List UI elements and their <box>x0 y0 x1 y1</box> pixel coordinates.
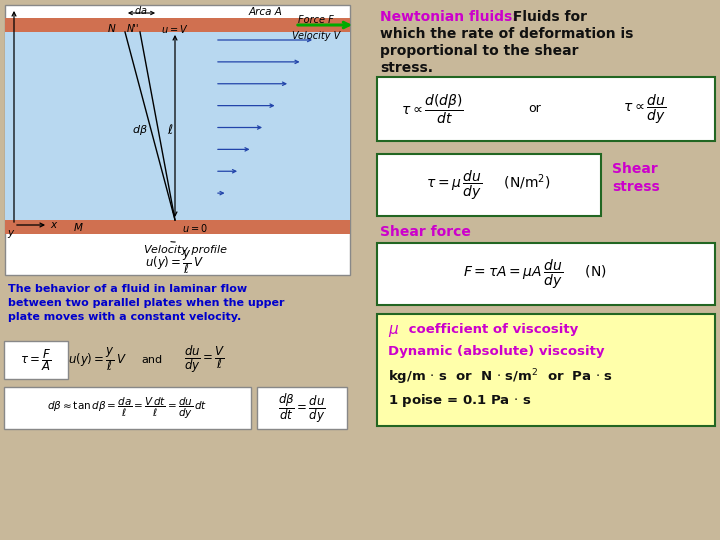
Text: $u = 0$: $u = 0$ <box>182 222 208 234</box>
Bar <box>5 18 350 32</box>
FancyBboxPatch shape <box>4 341 68 379</box>
Text: or: or <box>528 103 541 116</box>
Bar <box>5 32 350 220</box>
Text: 1 poise = 0.1 Pa $\cdot$ s: 1 poise = 0.1 Pa $\cdot$ s <box>388 392 531 409</box>
FancyBboxPatch shape <box>377 154 601 216</box>
Text: $\tau = \dfrac{F}{A}$: $\tau = \dfrac{F}{A}$ <box>20 347 52 373</box>
FancyBboxPatch shape <box>377 77 715 141</box>
Text: $\ell$: $\ell$ <box>167 123 174 137</box>
Text: Velocity V: Velocity V <box>292 31 340 41</box>
Text: Dynamic (absolute) viscosity: Dynamic (absolute) viscosity <box>388 345 605 358</box>
Text: Velocity profile: Velocity profile <box>143 245 227 255</box>
Text: $da$: $da$ <box>134 4 148 16</box>
Text: $\dfrac{d\beta}{dt} = \dfrac{du}{dy}$: $\dfrac{d\beta}{dt} = \dfrac{du}{dy}$ <box>278 391 326 425</box>
Text: N: N <box>108 24 116 34</box>
Text: $d\beta$: $d\beta$ <box>132 123 148 137</box>
Text: Shear
stress: Shear stress <box>612 162 660 194</box>
Text: Arca A: Arca A <box>248 7 282 17</box>
Text: $u(y) = \dfrac{y}{\ell}\, V$: $u(y) = \dfrac{y}{\ell}\, V$ <box>145 249 204 276</box>
FancyBboxPatch shape <box>257 387 347 429</box>
Text: $\dfrac{du}{dy} = \dfrac{V}{\ell}$: $\dfrac{du}{dy} = \dfrac{V}{\ell}$ <box>184 345 226 375</box>
Text: $\tau \propto \dfrac{d(d\beta)}{dt}$: $\tau \propto \dfrac{d(d\beta)}{dt}$ <box>400 92 464 126</box>
Text: $d\beta \approx \tan d\beta = \dfrac{da}{\ell} = \dfrac{V\,dt}{\ell} = \dfrac{du: $d\beta \approx \tan d\beta = \dfrac{da}… <box>47 395 207 421</box>
Text: Force F: Force F <box>298 15 334 25</box>
Text: N'': N'' <box>127 24 139 34</box>
Text: $\mu$: $\mu$ <box>388 323 399 339</box>
Text: coefficient of viscosity: coefficient of viscosity <box>404 323 578 336</box>
FancyBboxPatch shape <box>377 243 715 305</box>
FancyBboxPatch shape <box>377 314 715 426</box>
Text: Shear force: Shear force <box>380 225 471 239</box>
Text: stress.: stress. <box>380 61 433 75</box>
Text: $u = V$: $u = V$ <box>161 23 189 35</box>
FancyBboxPatch shape <box>4 387 251 429</box>
Text: $u(y) = \dfrac{y}{\ell}\,V$: $u(y) = \dfrac{y}{\ell}\,V$ <box>68 347 127 373</box>
Text: x: x <box>50 220 56 230</box>
Text: y: y <box>7 228 13 238</box>
Text: $\tau \propto \dfrac{du}{dy}$: $\tau \propto \dfrac{du}{dy}$ <box>624 92 667 126</box>
Bar <box>5 220 350 234</box>
Text: Fluids for: Fluids for <box>508 10 587 24</box>
Text: which the rate of deformation is: which the rate of deformation is <box>380 27 634 41</box>
Text: The behavior of a fluid in laminar flow
between two parallel plates when the upp: The behavior of a fluid in laminar flow … <box>8 284 284 322</box>
Text: kg/m $\cdot$ s  or  N $\cdot$ s/m$^2$  or  Pa $\cdot$ s: kg/m $\cdot$ s or N $\cdot$ s/m$^2$ or P… <box>388 367 613 387</box>
Text: and: and <box>141 355 163 365</box>
Text: proportional to the shear: proportional to the shear <box>380 44 578 58</box>
Text: $F = \tau A = \mu A\,\dfrac{du}{dy}$     $\mathrm{(N)}$: $F = \tau A = \mu A\,\dfrac{du}{dy}$ $\m… <box>463 258 607 291</box>
Text: M: M <box>73 223 83 233</box>
FancyBboxPatch shape <box>5 5 350 275</box>
Text: Newtonian fluids:: Newtonian fluids: <box>380 10 518 24</box>
Text: $\tau = \mu\,\dfrac{du}{dy}$     $\mathrm{(N/m^2)}$: $\tau = \mu\,\dfrac{du}{dy}$ $\mathrm{(N… <box>426 168 550 201</box>
